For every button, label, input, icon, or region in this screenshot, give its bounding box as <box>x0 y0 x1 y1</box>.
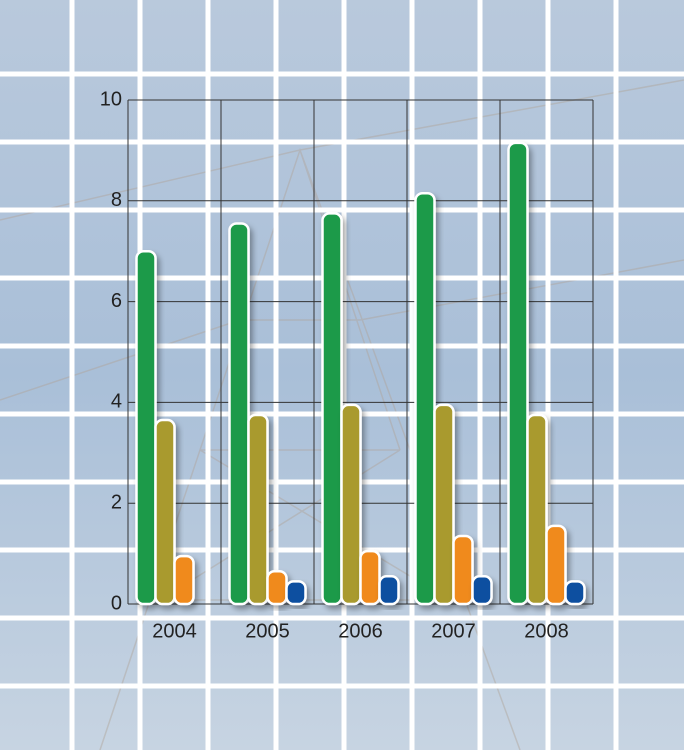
bar <box>359 549 381 606</box>
y-tick-label: 10 <box>100 88 122 110</box>
y-tick-label: 2 <box>111 491 122 513</box>
bar <box>340 403 362 606</box>
x-tick-label: 2007 <box>431 620 476 642</box>
bar <box>378 575 400 606</box>
y-tick-label: 6 <box>111 290 122 312</box>
bar <box>135 249 157 606</box>
bar <box>247 413 269 606</box>
bar <box>452 534 474 606</box>
bar <box>228 222 250 606</box>
x-tick-label: 2004 <box>152 620 197 642</box>
x-tick-label: 2005 <box>245 620 290 642</box>
x-tick-label: 2006 <box>338 620 383 642</box>
y-tick-label: 8 <box>111 189 122 211</box>
bar <box>285 580 307 606</box>
y-tick-label: 4 <box>111 391 122 413</box>
bar <box>266 569 288 606</box>
plot: 0 2 4 6 8 10 2004 2005 2006 2007 2008 <box>100 88 594 642</box>
x-tick-label: 2008 <box>524 620 569 642</box>
bar <box>414 191 436 606</box>
bar <box>154 418 176 606</box>
bar <box>433 403 455 606</box>
bar <box>173 554 195 606</box>
bar <box>507 141 529 606</box>
bar <box>471 575 493 606</box>
bar <box>321 212 343 606</box>
bar <box>545 524 567 606</box>
bar <box>526 413 548 606</box>
bar <box>564 580 586 606</box>
y-tick-label: 0 <box>111 592 122 614</box>
